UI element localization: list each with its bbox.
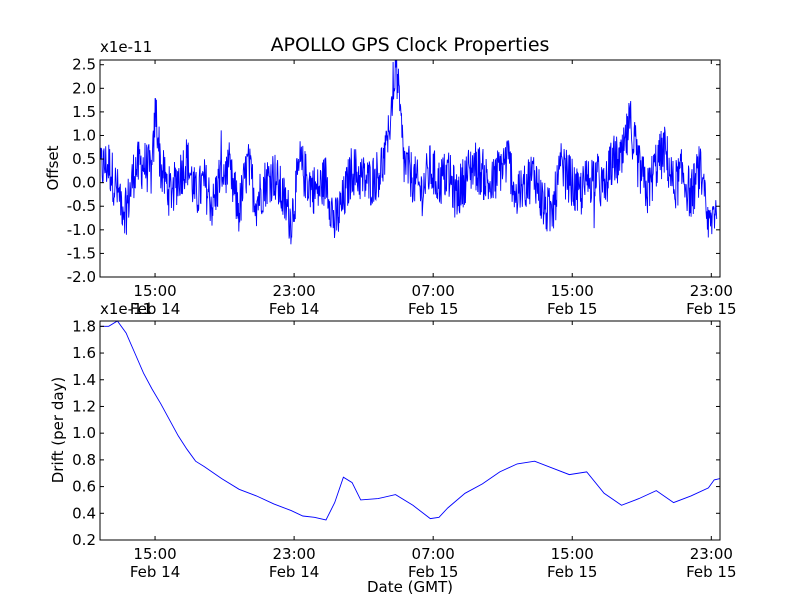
drift-y-multiplier: x1e-11 [100,300,152,318]
offset-ytick-label: -0.5 [67,197,96,215]
drift-y-label: Drift (per day) [49,377,67,484]
offset-xtick-time: 15:00 [133,282,176,300]
drift-ytick-label: 0.6 [72,478,96,496]
offset-series-path [99,59,718,245]
drift-xtick-date: Feb 15 [686,563,736,581]
drift-ytick-label: 0.4 [72,504,96,522]
drift-ytick-label: 0.2 [72,531,96,549]
drift-plot-frame [99,320,721,541]
drift-xtick-date: Feb 15 [547,563,597,581]
drift-ytick-label: 0.8 [72,451,96,469]
drift-y-axis: 0.2 0.4 0.6 0.8 1.0 1.2 1.4 1.6 1.8 [72,317,720,549]
offset-xtick-time: 23:00 [272,282,315,300]
drift-xtick-time: 15:00 [551,545,594,563]
drift-xtick-time: 07:00 [412,545,455,563]
offset-ytick-label: 1.5 [72,103,96,121]
offset-xtick-time: 07:00 [412,282,455,300]
offset-y-axis: -2.0 -1.5 -1.0 -0.5 0.0 0.5 1.0 1.5 2.0 2.5 [67,56,720,286]
drift-xtick-date: Feb 14 [130,563,180,581]
offset-xtick-date: Feb 15 [686,300,736,318]
x-axis-label: Date (GMT) [367,578,453,596]
offset-xtick-date: Feb 15 [547,300,597,318]
offset-xtick-date: Feb 15 [408,300,458,318]
offset-ytick-label: 0.0 [72,174,96,192]
offset-ytick-label: 2.5 [72,56,96,74]
drift-ytick-label: 1.4 [72,371,96,389]
offset-ytick-label: -1.0 [67,221,96,239]
drift-ytick-label: 1.2 [72,397,96,415]
chart-title: APOLLO GPS Clock Properties [271,34,550,56]
offset-series-line [99,59,718,245]
drift-ytick-label: 1.0 [72,424,96,442]
drift-series-line [100,320,721,521]
drift-xtick-time: 23:00 [690,545,733,563]
offset-xtick-date: Feb 14 [130,300,180,318]
offset-ytick-label: 2.0 [72,79,96,97]
offset-y-label: Offset [44,145,62,190]
drift-xtick-date: Feb 14 [269,563,319,581]
drift-ytick-label: 1.6 [72,344,96,362]
drift-xtick-time: 23:00 [272,545,315,563]
offset-xtick-date: Feb 14 [269,300,319,318]
offset-panel: -2.0 -1.5 -1.0 -0.5 0.0 0.5 1.0 1.5 2.0 2.5 15:00… [44,38,737,318]
offset-xtick-time: 23:00 [690,282,733,300]
offset-ytick-label: 0.5 [72,150,96,168]
offset-ytick-label: 1.0 [72,126,96,144]
offset-ytick-label: -2.0 [67,268,96,286]
drift-xtick-time: 15:00 [133,545,176,563]
drift-xtick-date: Feb 15 [408,563,458,581]
drift-plot-area [100,321,720,540]
drift-series-path [100,320,721,521]
offset-xtick-time: 15:00 [551,282,594,300]
offset-plot-frame [99,59,721,278]
drift-ytick-label: 1.8 [72,317,96,335]
offset-ytick-label: -1.5 [67,244,96,262]
offset-y-multiplier: x1e-11 [100,38,152,56]
